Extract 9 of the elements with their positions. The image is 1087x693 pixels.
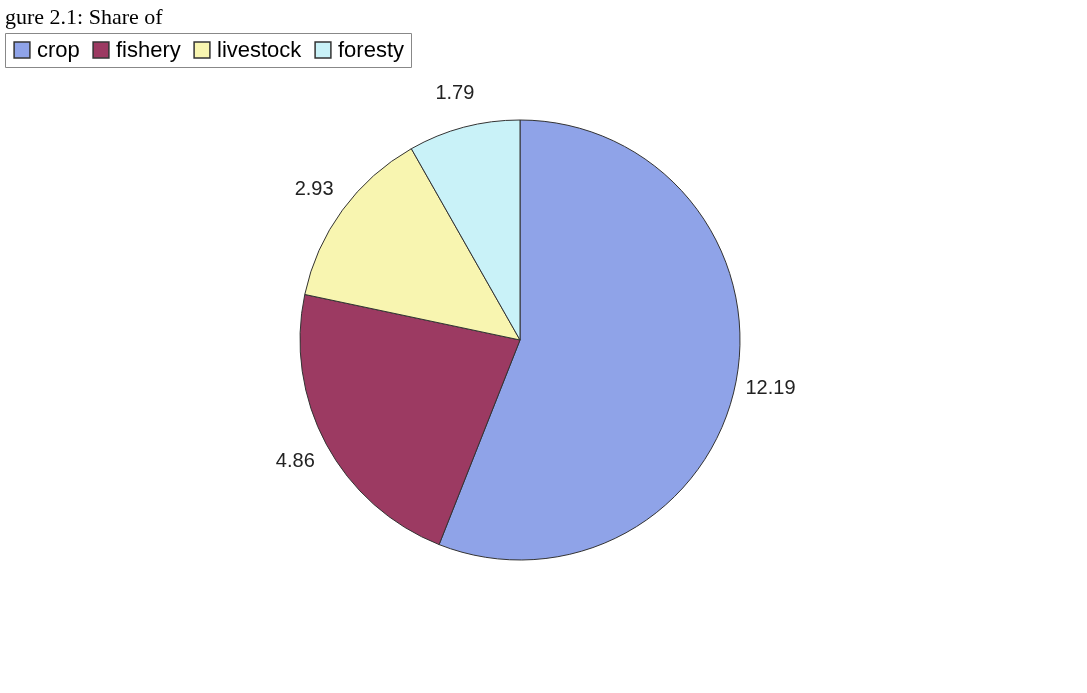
legend-label: livestock <box>217 37 303 62</box>
data-label: 1.79 <box>435 81 475 104</box>
legend-label: foresty <box>338 37 405 62</box>
chart-title: gure 2.1: Share of <box>5 3 164 29</box>
data-label: 2.93 <box>294 177 334 200</box>
data-label: 4.86 <box>275 448 315 471</box>
legend-label: fishery <box>116 37 181 62</box>
legend-label: crop <box>37 37 80 62</box>
data-label: 12.19 <box>745 375 796 398</box>
